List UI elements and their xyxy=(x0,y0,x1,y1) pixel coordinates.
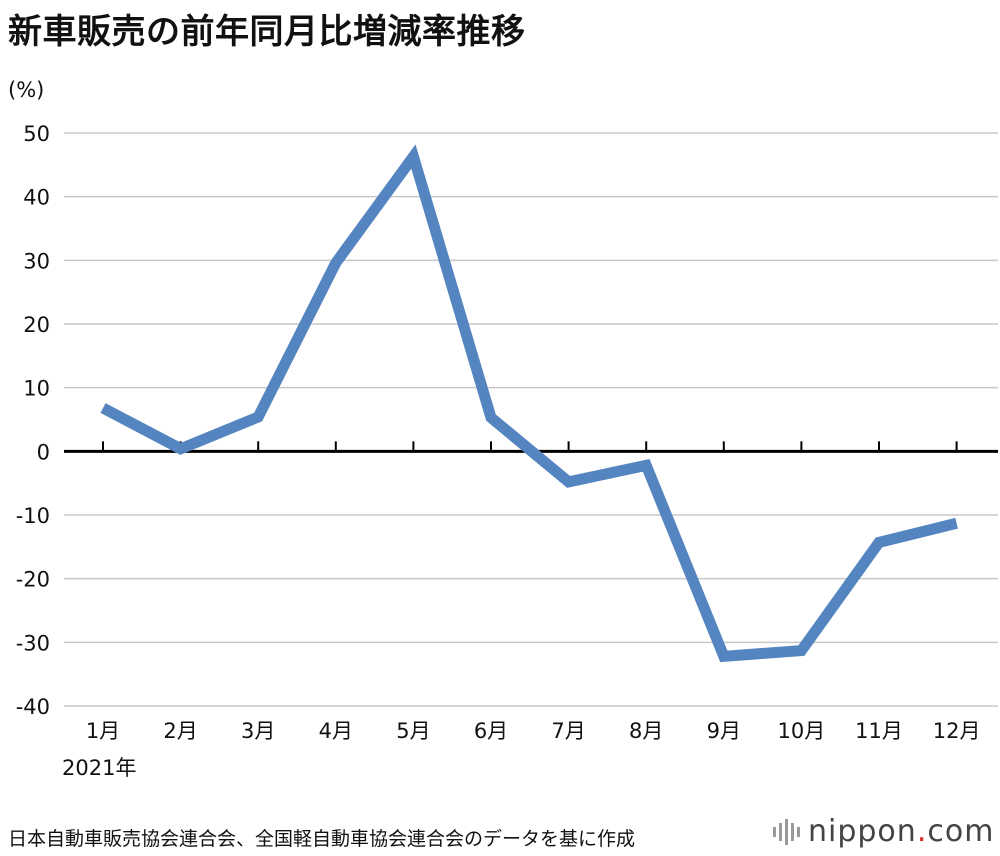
y-tick-labels: 50 40 30 20 10 0 -10 -20 -30 -40 xyxy=(16,122,50,719)
y-axis-unit-label: (%) xyxy=(8,78,45,102)
brand-tld: com xyxy=(927,814,995,849)
grid-lines xyxy=(64,132,998,707)
x-tick-label: 9月 xyxy=(707,719,741,743)
brand-logo: nippon. com xyxy=(772,814,994,849)
x-tick-label: 2月 xyxy=(163,719,197,743)
y-tick-label: 30 xyxy=(23,249,50,273)
series-line xyxy=(100,144,958,663)
y-tick-label: -40 xyxy=(16,695,50,719)
line-chart: 50 40 30 20 10 0 -10 -20 -30 -40 1月 2月 3月 4月 5月 6月 7月 8月… xyxy=(16,122,998,743)
brand-name: nippon xyxy=(808,814,917,849)
y-tick-label: 0 xyxy=(37,440,50,464)
chart-title: 新車販売の前年同月比増減率推移 xyxy=(8,12,526,52)
x-tick-label: 12月 xyxy=(933,719,981,743)
year-label: 2021年 xyxy=(62,756,137,780)
y-tick-label: 20 xyxy=(23,313,50,337)
y-tick-label: -30 xyxy=(16,631,50,655)
bars-logo-icon xyxy=(773,818,800,845)
x-tick-label: 4月 xyxy=(319,719,353,743)
x-tick-labels: 1月 2月 3月 4月 5月 6月 7月 8月 9月 10月 11月 12月 xyxy=(86,719,981,743)
x-tick-label: 3月 xyxy=(241,719,275,743)
brand-dot: . xyxy=(916,814,928,849)
y-tick-label: 40 xyxy=(23,186,50,210)
x-tick-label: 1月 xyxy=(86,719,120,743)
y-tick-label: -10 xyxy=(16,504,50,528)
y-tick-label: 50 xyxy=(23,122,50,146)
x-tick-label: 5月 xyxy=(396,719,430,743)
x-tick-label: 8月 xyxy=(629,719,663,743)
x-tick-label: 10月 xyxy=(778,719,826,743)
x-tick-label: 7月 xyxy=(551,719,585,743)
x-tick-label: 11月 xyxy=(855,719,903,743)
x-tick-label: 6月 xyxy=(474,719,508,743)
y-tick-label: -20 xyxy=(16,568,50,592)
y-tick-label: 10 xyxy=(23,377,50,401)
source-note: 日本自動車販売協会連合会、全国軽自動車協会連合会のデータを基に作成 xyxy=(8,828,636,850)
data-series xyxy=(100,144,958,663)
